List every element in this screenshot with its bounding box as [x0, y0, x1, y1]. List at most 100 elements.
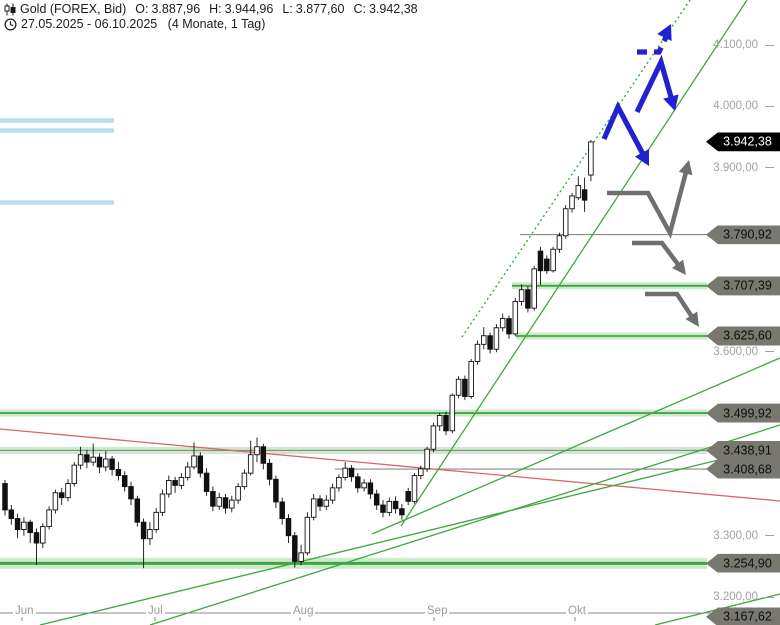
candle-body: [474, 343, 481, 362]
trendline-fan-line-b: [149, 424, 780, 625]
period-range: 27.05.2025 - 06.10.2025: [21, 17, 158, 31]
trendline-fan-line-a: [39, 444, 780, 625]
clock-icon: [4, 18, 17, 31]
close-value: 3.942,38: [368, 2, 418, 16]
y-axis-label: 3.200,00: [713, 591, 758, 603]
candle-body: [27, 521, 33, 534]
y-axis-tick: [765, 535, 774, 537]
candle-body: [96, 456, 103, 468]
candle-body: [531, 268, 537, 309]
candle-body: [317, 498, 323, 507]
price-level-tag: 3.790,92: [706, 225, 780, 245]
period-interval: (4 Monate, 1 Tag): [167, 17, 266, 31]
candle-body: [449, 394, 456, 432]
gray-scenario-arrow: [645, 291, 698, 325]
candle-body: [399, 508, 405, 516]
candle-body: [40, 526, 46, 544]
candle-body: [46, 509, 52, 527]
period-line: 27.05.2025 - 06.10.2025 (4 Monate, 1 Tag…: [4, 17, 418, 32]
candle-body: [153, 511, 159, 530]
candle-body: [525, 289, 531, 309]
candle-body: [386, 500, 393, 513]
candle-body: [285, 518, 292, 537]
candle-body: [487, 335, 493, 350]
y-axis-label: 4.000,00: [713, 100, 758, 113]
candle-body: [418, 468, 424, 477]
candle-body: [462, 378, 468, 397]
y-axis-tick: [765, 105, 774, 107]
candle-body: [229, 499, 235, 509]
candle-body: [336, 476, 342, 489]
candle-body: [436, 415, 443, 427]
candle-body: [575, 185, 582, 199]
candle-body: [273, 478, 279, 503]
gray-scenario-arrow: [607, 171, 689, 240]
candle-body: [260, 446, 267, 464]
candle-body: [266, 462, 273, 480]
instrument-line: Gold (FOREX, Bid) O: 3.887,96 H: 3.944,9…: [4, 2, 418, 17]
candle-body: [115, 468, 122, 477]
candle-body: [77, 454, 84, 466]
low-value: 3.877,60: [295, 2, 345, 16]
candle-body: [140, 521, 147, 540]
candle-body: [210, 491, 216, 507]
candle-body: [298, 552, 304, 562]
candle-body: [405, 491, 411, 502]
candle-body: [292, 535, 298, 562]
candle-body: [109, 458, 115, 470]
trendline-resistance-red: [0, 428, 780, 502]
gray-arrowhead-icon: [678, 160, 693, 176]
candle-body: [348, 467, 355, 478]
price-level-tag: 3.707,39: [706, 276, 780, 296]
candle-body: [14, 518, 21, 530]
candle-body: [33, 532, 40, 544]
candle-body: [455, 378, 462, 396]
y-axis-label: 3.300,00: [713, 529, 758, 542]
candle-body: [443, 415, 449, 432]
candle-body: [84, 454, 90, 463]
x-axis-month-label: Okt: [566, 605, 588, 617]
candle-body: [499, 318, 506, 329]
candle-body: [222, 497, 229, 509]
candle-body: [430, 425, 437, 450]
x-axis-month-label: Aug: [291, 605, 316, 617]
candle-body: [367, 482, 374, 495]
candle-body: [172, 480, 178, 486]
x-axis-month-label: Jun: [13, 605, 36, 617]
candle-body: [506, 318, 512, 335]
candle-body: [424, 448, 430, 470]
candlestick-icon: [4, 3, 16, 16]
candle-body: [493, 327, 500, 350]
candle-body: [52, 492, 59, 511]
blue-arrowhead-icon: [634, 149, 650, 166]
blue-scenario-arrow: [601, 101, 648, 160]
low-label: L:: [282, 2, 293, 16]
candle-body: [247, 454, 254, 474]
candle-body: [544, 258, 550, 272]
candle-body: [90, 456, 96, 463]
candle-body: [411, 475, 418, 502]
price-level-tag: 3.625,60: [706, 326, 780, 346]
candle-body: [134, 498, 141, 523]
y-axis-tick: [765, 596, 774, 598]
candle-body: [166, 480, 172, 495]
price-level-tag: 3.499,92: [706, 403, 780, 423]
price-level-tag: 3.408,68: [706, 459, 780, 479]
candle-body: [355, 476, 361, 489]
candle-body: [468, 361, 474, 397]
candle-body: [58, 492, 65, 499]
candle-body: [254, 446, 260, 456]
price-level-tag: 3.254,90: [706, 553, 780, 573]
current-price-tag: 3.942,38: [706, 132, 780, 152]
candle-body: [71, 464, 78, 484]
candle-body: [103, 458, 109, 468]
candle-body: [556, 235, 563, 250]
candle-body: [588, 141, 594, 176]
trendline-steep-support-green: [400, 0, 748, 527]
candle-body: [537, 250, 544, 272]
candle-body: [481, 335, 487, 345]
y-axis-label: 3.900,00: [713, 161, 758, 174]
trendline-fan-line-c: [371, 357, 780, 535]
